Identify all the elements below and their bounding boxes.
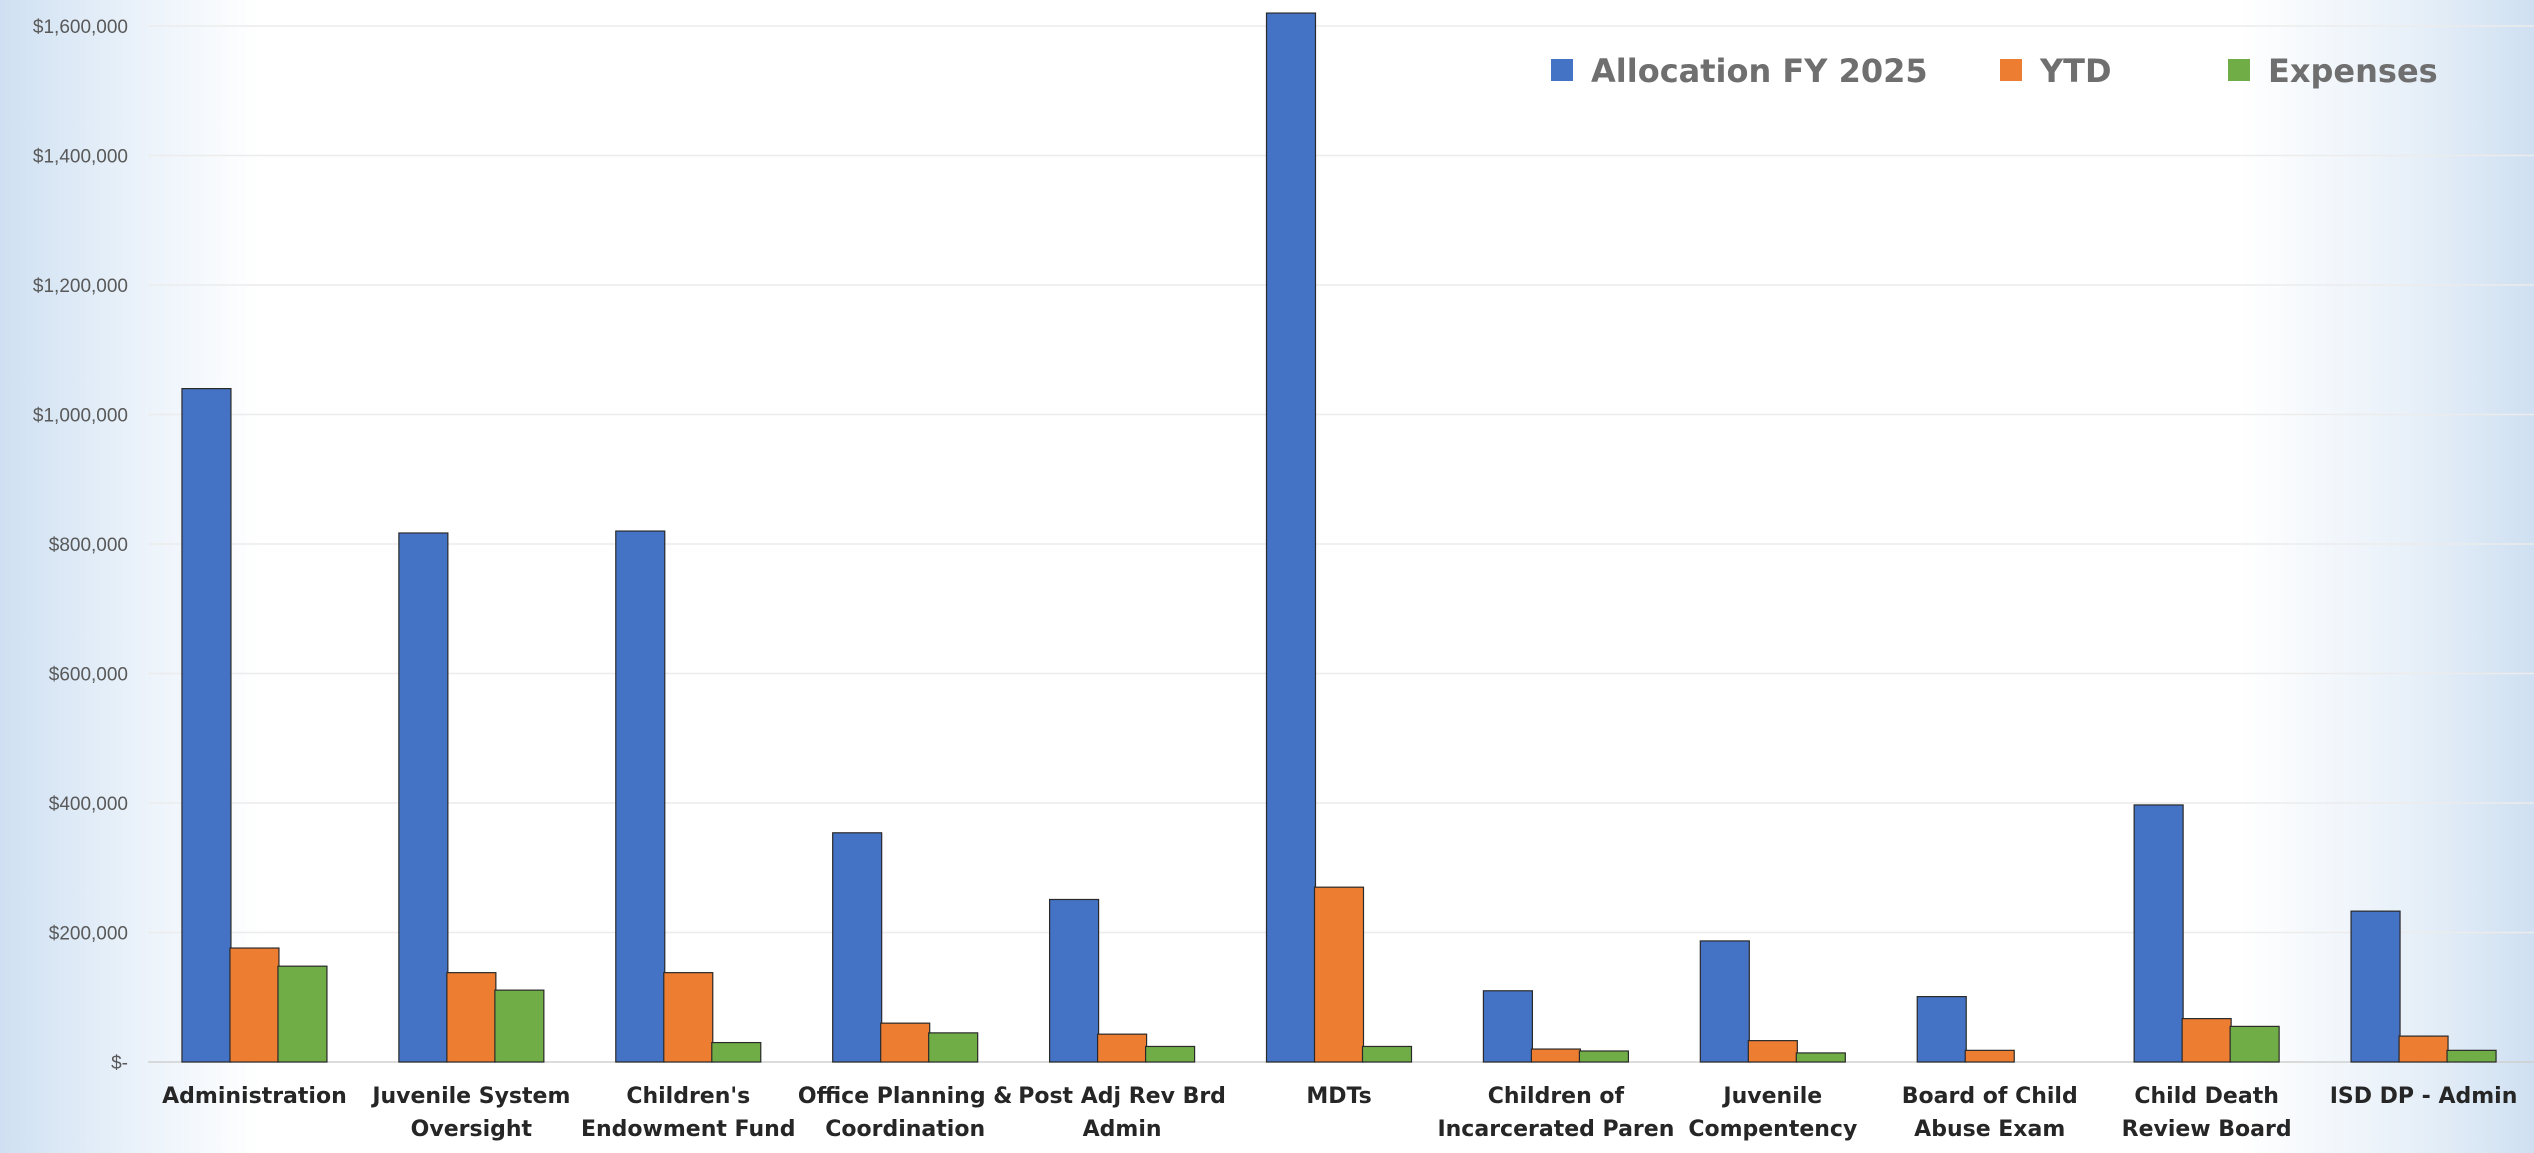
x-tick-label: Administration [162, 1084, 347, 1109]
y-tick-label: $- [111, 1053, 128, 1074]
bar-group [1916, 996, 2015, 1063]
x-tick-label: Office Planning & Coordination [798, 1084, 1013, 1142]
y-tick-label: $400,000 [49, 794, 128, 815]
bar-group [1699, 940, 1846, 1063]
y-tick-label: $600,000 [49, 665, 128, 686]
x-tick-label: Juvenile System Oversight [370, 1084, 570, 1142]
bars [181, 12, 2497, 1063]
bar-ytd [2181, 1018, 2232, 1063]
bar-expenses [711, 1041, 762, 1063]
bar-ytd [1096, 1033, 1148, 1063]
bar-group [2350, 910, 2497, 1063]
bar-group [181, 388, 328, 1063]
x-tick-label: ISD DP - Admin [2330, 1084, 2518, 1109]
bar-ytd [229, 947, 280, 1063]
bar-group [2133, 804, 2280, 1063]
bar-expenses [1361, 1045, 1413, 1063]
bar-allocation-fy-2025 [832, 832, 883, 1063]
bar-ytd [1964, 1049, 2015, 1063]
x-tick-label: Post Adj Rev Brd Admin [1018, 1084, 1226, 1142]
bar-expenses [1795, 1052, 1846, 1063]
bar-allocation-fy-2025 [398, 532, 449, 1063]
y-tick-label: $200,000 [49, 924, 128, 945]
bar-allocation-fy-2025 [1699, 940, 1750, 1063]
bar-ytd [446, 972, 497, 1063]
bar-allocation-fy-2025 [181, 388, 232, 1063]
bar-group [1048, 898, 1196, 1063]
legend: Allocation FY 2025 YTD Expenses [1551, 52, 2438, 90]
bar-allocation-fy-2025 [1482, 990, 1534, 1063]
y-tick-label: $1,000,000 [33, 406, 128, 427]
bar-expenses [2446, 1049, 2497, 1063]
bar-expenses [2229, 1025, 2280, 1063]
gridlines [148, 25, 2534, 1063]
y-tick-label: $800,000 [49, 535, 128, 556]
bar-group [832, 832, 979, 1063]
bar-allocation-fy-2025 [1265, 12, 1317, 1063]
bar-expenses [1144, 1045, 1196, 1063]
bar-allocation-fy-2025 [2350, 910, 2401, 1063]
bar-ytd [880, 1022, 931, 1063]
bar-allocation-fy-2025 [1048, 898, 1100, 1063]
bar-group [398, 532, 545, 1063]
x-tick-label: MDTs [1306, 1084, 1371, 1109]
legend-swatch [2000, 59, 2022, 81]
legend-label: YTD [2039, 52, 2112, 90]
bar-ytd [2398, 1035, 2449, 1063]
bar-allocation-fy-2025 [2133, 804, 2184, 1063]
bar-expenses [494, 989, 545, 1063]
bar-ytd [1313, 886, 1365, 1063]
bar-allocation-fy-2025 [1916, 996, 1967, 1063]
y-tick-label: $1,600,000 [33, 17, 128, 38]
bar-ytd [1747, 1040, 1798, 1063]
bar-ytd [1530, 1048, 1582, 1063]
bar-expenses [277, 965, 328, 1063]
bar-expenses [928, 1032, 979, 1063]
bar-expenses [1578, 1050, 1630, 1063]
bar-allocation-fy-2025 [615, 530, 666, 1063]
y-tick-label: $1,200,000 [33, 276, 128, 297]
y-axis: $- $200,000 $400,000 $600,000 $800,000 $1,000… [33, 17, 128, 1074]
legend-swatch [2228, 59, 2250, 81]
x-tick-label: Board of Child Abuse Exam [1902, 1084, 2078, 1142]
y-tick-label: $1,400,000 [33, 147, 128, 168]
bar-ytd [663, 972, 714, 1063]
bar-group [615, 530, 762, 1063]
bar-group [1482, 990, 1630, 1063]
x-axis: Administration Juvenile System OversightCh… [162, 1084, 2517, 1142]
legend-label: Allocation FY 2025 [1591, 52, 1928, 90]
legend-swatch [1551, 59, 1573, 81]
x-tick-label: Child Death Review Board [2122, 1084, 2292, 1142]
x-tick-label: Juvenile Compentency [1688, 1084, 1857, 1142]
bar-group [1265, 12, 1413, 1063]
legend-label: Expenses [2268, 52, 2438, 90]
x-tick-label: Children of Incarcerated Paren [1437, 1084, 1674, 1142]
x-tick-label: Children's Endowment Fund [581, 1084, 796, 1142]
